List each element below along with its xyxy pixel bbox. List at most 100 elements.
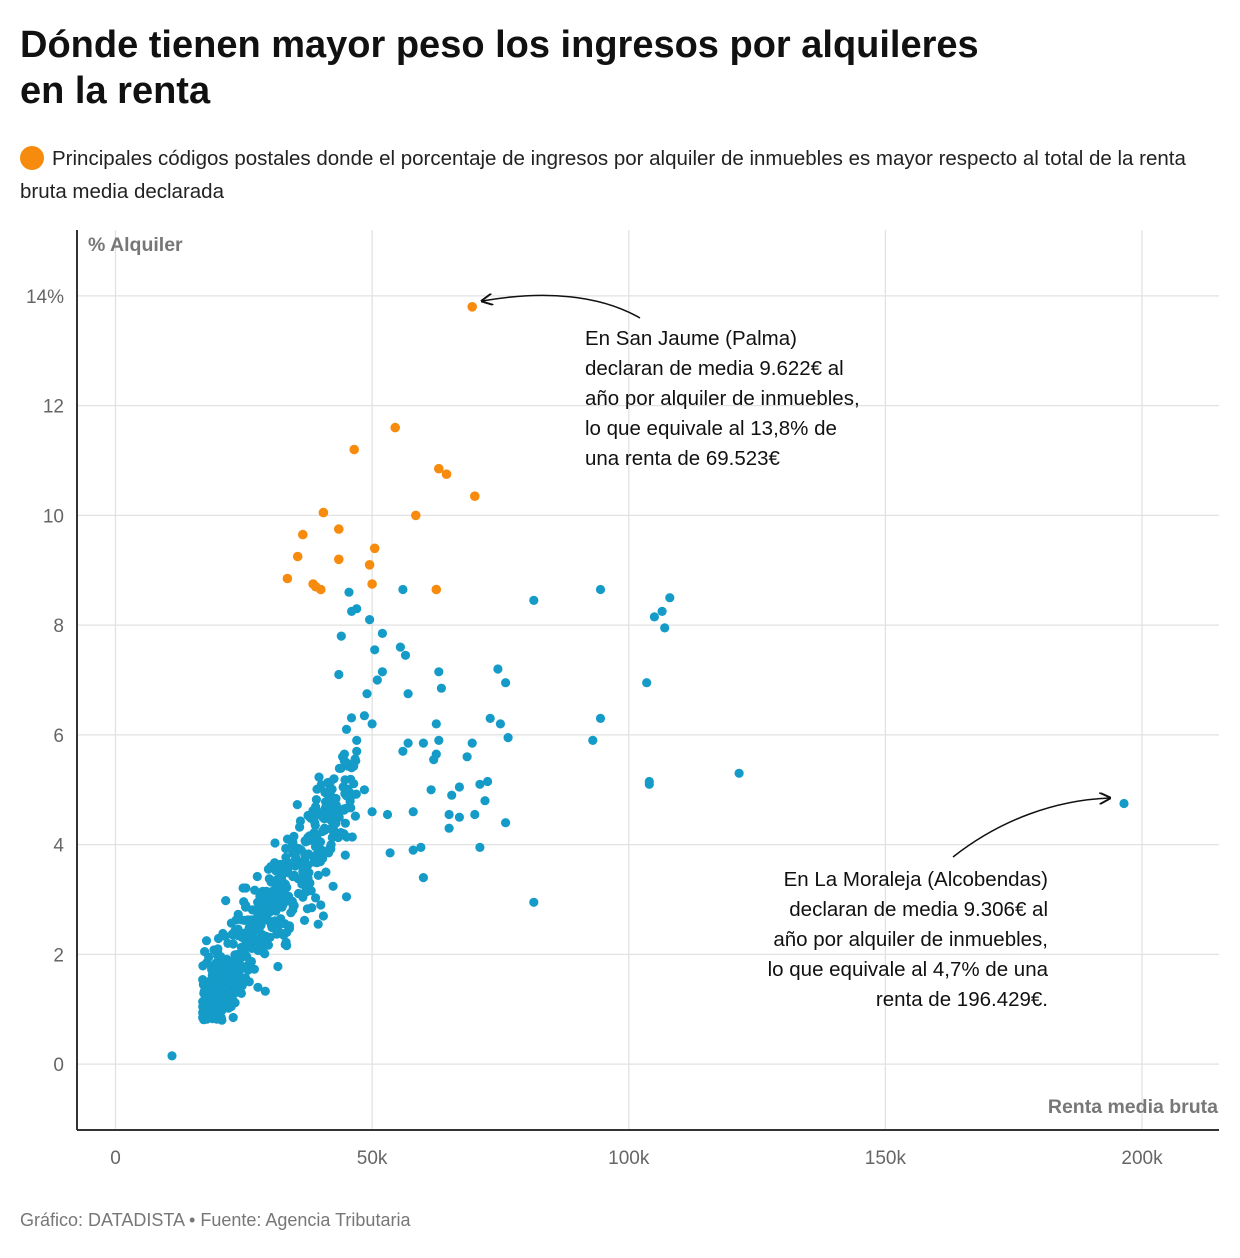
data-point: [444, 809, 454, 820]
data-point: [475, 779, 485, 789]
data-point: [436, 683, 446, 693]
data-point: [276, 883, 286, 893]
data-point: [444, 823, 454, 833]
data-point: [271, 866, 281, 876]
data-point: [644, 779, 654, 789]
data-point: [304, 849, 314, 859]
data-point: [277, 902, 287, 912]
data-point: [475, 842, 485, 853]
data-point: [293, 874, 303, 884]
data-point: [277, 872, 287, 882]
data-point: [280, 939, 290, 950]
data-point: [337, 829, 347, 839]
data-point: [334, 812, 344, 822]
data-point: [318, 853, 328, 864]
subtitle-text: Principales códigos postales donde el po…: [20, 147, 1186, 203]
annotation-moraleja-line: año por alquiler de inmuebles,: [773, 928, 1048, 951]
data-point: [236, 988, 246, 999]
data-point: [350, 811, 360, 821]
data-point: [341, 892, 352, 902]
data-point: [263, 864, 273, 874]
data-point: [398, 584, 408, 595]
data-point: [278, 895, 288, 905]
data-point: [276, 919, 286, 929]
annotation-arrow-san-jaume: [482, 295, 641, 319]
data-point: [665, 593, 675, 603]
data-point: [253, 935, 263, 945]
annotation-moraleja-line: lo que equivale al 4,7% de una: [767, 958, 1048, 981]
y-tick-label: 12: [43, 397, 64, 418]
data-point: [267, 922, 277, 933]
data-point: [325, 842, 335, 853]
x-tick-label: 100k: [608, 1148, 650, 1169]
data-point: [312, 830, 322, 840]
y-tick-label: 14%: [26, 287, 64, 308]
data-point: [238, 883, 248, 893]
data-point: [288, 848, 298, 858]
data-point: [595, 584, 606, 595]
annotation-arrows: [482, 295, 1110, 858]
data-point: [226, 918, 236, 928]
data-point: [344, 587, 354, 597]
data-point: [299, 915, 310, 926]
data-point: [400, 650, 411, 660]
data-point: [1119, 798, 1129, 809]
data-point: [304, 868, 314, 878]
data-point: [304, 812, 314, 822]
annotation-moraleja-line: renta de 196.429€.: [875, 988, 1048, 1011]
highlight-point: [334, 524, 344, 534]
data-point: [352, 735, 362, 746]
data-point: [237, 981, 247, 991]
data-point: [313, 919, 323, 929]
data-point: [350, 754, 360, 764]
data-point: [347, 606, 357, 617]
data-point: [351, 789, 361, 799]
data-point: [362, 689, 372, 699]
data-point: [215, 980, 225, 990]
data-point: [241, 900, 251, 911]
data-point: [365, 615, 375, 625]
data-point: [310, 806, 320, 816]
data-point: [649, 612, 660, 622]
data-point: [346, 713, 357, 723]
data-point: [271, 892, 281, 902]
annotation-san-jaume-line: lo que equivale al 13,8% de: [585, 417, 837, 440]
highlight-point: [369, 543, 380, 554]
data-point: [429, 755, 439, 765]
annotation-moraleja: En La Moraleja (Alcobendas) declaran de m…: [768, 865, 1048, 1015]
data-point: [501, 818, 511, 828]
data-point: [282, 834, 293, 844]
highlight-point: [316, 584, 326, 595]
data-point: [253, 982, 263, 992]
data-point: [377, 628, 387, 639]
data-point: [273, 961, 283, 972]
annotation-san-jaume-line: una renta de 69.523€: [585, 447, 780, 470]
annotation-arrow-moraleja: [952, 798, 1110, 858]
data-point: [237, 932, 247, 943]
data-point: [331, 793, 341, 804]
data-point: [241, 973, 251, 983]
data-point: [485, 713, 495, 724]
data-point: [253, 924, 263, 934]
data-point: [260, 936, 270, 946]
data-point: [228, 995, 238, 1006]
data-point: [201, 936, 212, 946]
annotation-san-jaume-line: declaran de media 9.622€ al: [585, 357, 844, 380]
data-point: [403, 689, 413, 699]
data-point: [367, 719, 377, 729]
data-point: [244, 922, 254, 933]
data-point: [223, 958, 233, 968]
data-point: [316, 900, 326, 910]
data-point: [398, 746, 408, 756]
highlight-point: [292, 551, 303, 562]
data-point: [292, 800, 302, 810]
data-point: [434, 667, 444, 677]
y-tick-label: 10: [43, 506, 64, 527]
highlight-point: [467, 302, 478, 312]
x-tick-label: 150k: [865, 1148, 907, 1169]
data-point: [352, 746, 362, 756]
data-point: [367, 807, 377, 817]
data-point: [310, 842, 321, 852]
data-point: [501, 678, 511, 688]
